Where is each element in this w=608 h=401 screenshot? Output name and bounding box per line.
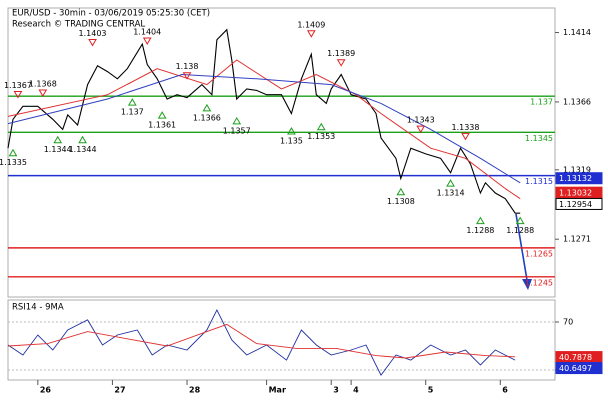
value-tag — [555, 197, 603, 210]
x-tick-label: 28 — [189, 386, 201, 395]
trough-label: 1.135 — [280, 137, 303, 146]
trough-label: 1.1353 — [307, 132, 335, 141]
x-tick-label: 4 — [353, 386, 359, 395]
value-tag-label: 40.7878 — [559, 353, 592, 362]
x-tick-label: 27 — [114, 386, 125, 395]
level-label: 1.137 — [530, 98, 553, 107]
x-tick-label: 3 — [333, 386, 339, 395]
peak-label: 1.1409 — [297, 20, 325, 29]
peak-label: 1.1343 — [407, 116, 435, 125]
series-line — [7, 308, 516, 376]
trough-marker — [157, 111, 167, 119]
peak-marker — [38, 89, 48, 98]
peak-marker — [88, 38, 97, 47]
trough-marker — [287, 127, 296, 135]
value-tag-label: 1.13132 — [559, 174, 592, 183]
trough-marker — [515, 216, 525, 225]
trough-label: 1.1288 — [506, 226, 534, 235]
trough-marker — [446, 179, 455, 187]
forecast-arrow — [515, 213, 528, 281]
trough-label: 1.1288 — [466, 226, 494, 235]
value-tag-label: 40.6497 — [559, 364, 592, 373]
series-line — [7, 73, 521, 184]
trough-label: 1.137 — [121, 108, 144, 117]
trough-marker — [78, 135, 87, 144]
peak-label: 1.1389 — [327, 49, 355, 58]
y-tick-label: 1.1366 — [563, 97, 591, 106]
chart-title: EUR/USD - 30min - 03/06/2019 05:25:30 (C… — [12, 9, 210, 19]
trough-label: 1.1361 — [148, 121, 176, 130]
y-tick-label: 1.1319 — [563, 165, 591, 174]
level-label: 1.1345 — [525, 134, 553, 143]
value-tag — [555, 172, 603, 185]
trough-label: 1.1357 — [223, 126, 251, 135]
level-label: 1.1245 — [525, 278, 553, 287]
rsi-title: RSI14 - 9MA — [12, 303, 64, 313]
trough-marker — [53, 135, 63, 144]
peak-marker — [461, 132, 470, 141]
trough-marker — [396, 187, 406, 196]
peak-marker — [142, 37, 152, 46]
rsi-panel — [7, 299, 556, 381]
level-label: 1.1265 — [525, 249, 553, 258]
chart-subtitle: Research © TRADING CENTRAL — [12, 20, 145, 30]
x-tick-label: 26 — [40, 386, 52, 395]
peak-marker — [182, 72, 192, 80]
x-tick-label: Mar — [269, 386, 286, 395]
peak-label: 1.138 — [176, 62, 199, 71]
peak-marker — [336, 59, 346, 67]
peak-label: 1.1404 — [133, 28, 161, 37]
series-line — [7, 59, 521, 200]
peak-marker — [416, 125, 426, 134]
peak-label: 1.1338 — [451, 123, 479, 132]
trough-label: 1.1314 — [437, 189, 465, 198]
trough-marker — [476, 216, 485, 225]
value-tag — [555, 362, 603, 375]
value-tag-label: 1.13032 — [559, 189, 592, 198]
value-tag-label: 1.12954 — [559, 200, 592, 209]
trough-marker — [127, 98, 137, 106]
x-tick-label: 6 — [502, 386, 508, 395]
peak-label: 1.1368 — [29, 80, 57, 89]
trough-label: 1.1308 — [387, 197, 415, 206]
peak-label: 1.1403 — [79, 29, 107, 38]
forecast-arrowhead — [522, 279, 532, 290]
trough-marker — [8, 148, 18, 157]
trough-marker — [232, 116, 242, 125]
trough-label: 1.1335 — [0, 158, 27, 167]
trough-label: 1.1344 — [44, 145, 72, 154]
peak-marker — [306, 30, 316, 38]
trough-marker — [316, 122, 326, 131]
trough-label: 1.1366 — [193, 113, 221, 122]
price-panel — [7, 7, 556, 298]
y-tick-label: 1.1271 — [563, 235, 591, 244]
peak-label: 1.1367 — [4, 81, 32, 90]
y-tick-label: 70 — [563, 317, 573, 326]
series-line — [7, 323, 516, 359]
peak-marker — [13, 90, 23, 99]
x-tick-label: 5 — [428, 386, 434, 395]
trough-label: 1.1344 — [69, 145, 97, 154]
trough-marker — [202, 103, 212, 112]
level-label: 1.1315 — [525, 177, 553, 186]
y-tick-label: 1.1414 — [563, 28, 591, 37]
series-line — [7, 28, 521, 214]
